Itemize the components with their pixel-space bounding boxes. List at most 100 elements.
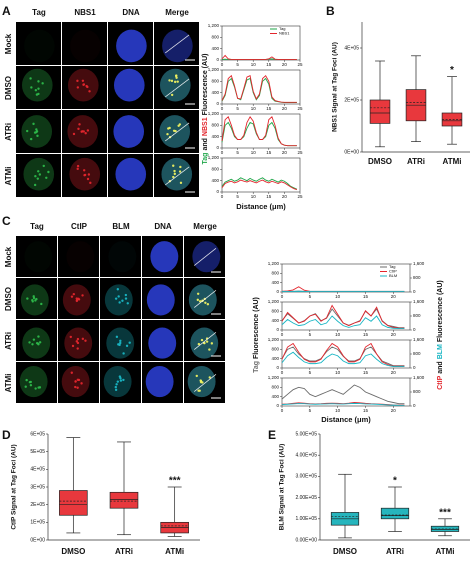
- focus: [45, 176, 48, 180]
- focus: [81, 294, 84, 297]
- x-tick-label: 0: [221, 194, 224, 199]
- y-tick-label: 800: [271, 385, 279, 390]
- focus: [31, 300, 34, 303]
- focus: [30, 86, 33, 89]
- focus: [34, 88, 38, 92]
- focus: [210, 342, 214, 345]
- x-tick-label: 10: [251, 106, 257, 111]
- x-tick-label: 5: [309, 408, 312, 413]
- focus: [80, 130, 83, 133]
- focus: [166, 132, 169, 136]
- focus: [37, 87, 40, 90]
- box: [109, 491, 139, 509]
- plot-frame: [221, 157, 301, 193]
- focus: [84, 132, 87, 135]
- x-tick-label: 5: [236, 62, 239, 67]
- box: [441, 112, 463, 127]
- y-tick-label: 0: [216, 57, 219, 62]
- box: [369, 99, 391, 124]
- y-tick-label: 1,200: [208, 23, 220, 28]
- x-tick-label: 10: [335, 294, 341, 299]
- nucleus: [24, 241, 52, 272]
- y-tick-label: 1,200: [208, 67, 220, 72]
- x-tick-label: 10: [251, 194, 257, 199]
- nucleus: [108, 241, 136, 272]
- nucleus: [104, 284, 133, 316]
- micrograph: [62, 66, 107, 109]
- y2-tick-label: 800: [413, 389, 421, 394]
- focus: [198, 389, 201, 392]
- y-tick-label: 0: [276, 365, 279, 370]
- focus: [74, 385, 77, 389]
- column-header: Tag: [30, 222, 44, 231]
- x-tick-label: 0: [221, 150, 224, 155]
- focus: [89, 181, 92, 185]
- y-tick-label: 0E+00: [30, 537, 45, 543]
- y-tick-label: 800: [211, 167, 219, 172]
- focus: [116, 288, 120, 291]
- x-tick-label: 5: [236, 106, 239, 111]
- x-tick-label: 25: [297, 62, 303, 67]
- x-tick-label: 0: [281, 408, 284, 413]
- nucleus: [19, 365, 48, 398]
- nucleus: [21, 68, 53, 102]
- y-tick-label: 1,200: [268, 375, 280, 380]
- focus: [116, 380, 120, 383]
- micrograph: [184, 320, 225, 361]
- micrograph: [100, 278, 141, 319]
- axis-title: Tag and NBS1Fluorescence (AU): [202, 54, 209, 165]
- axis-title-part: Fluorescence (AU): [437, 280, 444, 342]
- y2-tick-label: 0: [413, 365, 416, 370]
- focus: [174, 129, 177, 133]
- plot-frame: [221, 113, 301, 149]
- x-tick-label: 0: [221, 62, 224, 67]
- category-label: DMSO: [368, 157, 392, 166]
- profile-line: [165, 78, 190, 98]
- y-tick-label: 4E+05: [30, 467, 45, 473]
- panel-label: B: [326, 4, 335, 18]
- focus: [76, 341, 80, 345]
- nucleus: [116, 29, 147, 63]
- focus: [176, 80, 179, 83]
- focus: [118, 301, 121, 304]
- significance: *: [393, 476, 397, 487]
- column-header: DNA: [122, 8, 140, 17]
- y-tick-label: 400: [271, 356, 279, 361]
- nucleus: [162, 29, 193, 63]
- profile-line: [194, 373, 217, 392]
- focus: [172, 175, 175, 179]
- focus: [78, 123, 81, 126]
- focus: [80, 382, 83, 385]
- focus: [200, 338, 204, 342]
- micrograph: [154, 22, 199, 65]
- x-tick-label: 20: [282, 106, 288, 111]
- focus: [115, 383, 118, 386]
- significance: ***: [439, 507, 451, 518]
- profile-line: [165, 34, 190, 54]
- y-tick-label: 1,200: [268, 299, 280, 304]
- x-axis-title: Distance (μm): [236, 202, 286, 211]
- y-tick-label: 400: [211, 134, 219, 139]
- focus: [119, 379, 123, 382]
- y-tick-label: 1,200: [208, 155, 220, 160]
- focus: [208, 348, 211, 351]
- focus: [35, 128, 38, 131]
- x-tick-label: 20: [391, 370, 397, 375]
- focus: [198, 300, 202, 303]
- focus: [25, 129, 29, 133]
- x-tick-label: 15: [266, 150, 272, 155]
- column-header: NBS1: [74, 8, 96, 17]
- x-tick-label: 0: [221, 106, 224, 111]
- y-tick-label: 800: [271, 271, 279, 276]
- profile-line: [194, 247, 217, 266]
- micrograph: [16, 22, 61, 65]
- focus: [196, 292, 200, 296]
- y-tick-label: 0: [216, 145, 219, 150]
- focus: [115, 335, 119, 339]
- y2-tick-label: 1,600: [413, 337, 425, 342]
- y2-tick-label: 800: [413, 275, 421, 280]
- row-label: DMSO: [4, 287, 13, 311]
- focus: [71, 344, 75, 348]
- focus: [76, 86, 80, 89]
- axis-title: Tag Fluorescence (AU): [253, 297, 260, 373]
